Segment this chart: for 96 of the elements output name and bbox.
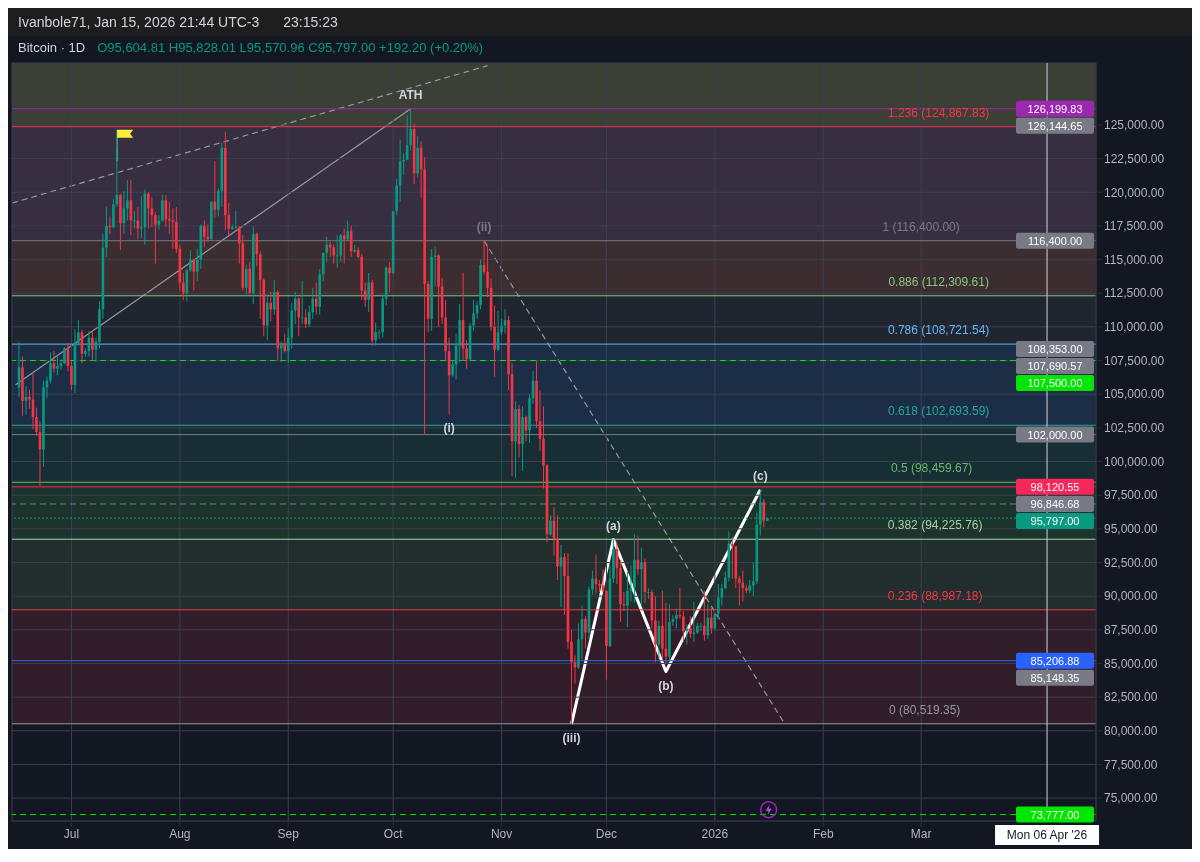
candlestick <box>314 281 318 316</box>
annotation: 0 (80,519.35) <box>888 702 961 717</box>
candlestick <box>244 264 248 296</box>
annotation: 108,353.00 <box>1027 343 1083 356</box>
text: Ivanbole71, Jan 15, 2026 21:44 UTC-3 <box>18 14 260 30</box>
candlestick <box>300 280 304 325</box>
x-tick-label: Dec <box>595 826 618 841</box>
ref-line-label: 73,777.00 <box>1030 808 1080 821</box>
ref-line-label: 107,500.00 <box>1027 377 1083 390</box>
candlestick <box>332 244 335 265</box>
y-tick-label: 115,000.00 <box>1104 252 1164 267</box>
ref-line-label: 102,000.00 <box>1027 428 1083 441</box>
y-tick-label: 97,500.00 <box>1104 488 1158 503</box>
candlestick <box>374 322 377 347</box>
ref-line-label: 95,797.00 <box>1030 514 1080 527</box>
x-tick-label: Sep <box>277 826 300 841</box>
x-tick-label: Aug <box>169 826 191 841</box>
y-tick-label: 120,000.00 <box>1104 185 1165 200</box>
candlestick <box>647 587 650 600</box>
x-tick-label: Oct <box>383 826 404 841</box>
annotation: (c) <box>752 468 768 483</box>
annotation: 85,148.35 <box>1030 671 1080 684</box>
annotation: 0.382 (94,225.76) <box>887 518 983 533</box>
candlestick <box>293 291 297 325</box>
candlestick <box>189 249 192 273</box>
annotation: 0.886 (112,309.61) <box>888 274 989 289</box>
y-tick-label: 122,500.00 <box>1104 151 1165 166</box>
x-tick-label: 2026 <box>701 826 729 841</box>
ref-line-label: Mon 06 Apr '26 <box>1006 828 1088 842</box>
candlestick <box>346 220 349 242</box>
candlestick <box>304 308 308 329</box>
y-tick-label: 77,500.00 <box>1104 757 1158 772</box>
candlestick <box>367 272 370 313</box>
y-tick-label: 102,500.00 <box>1104 421 1165 436</box>
annotation: (ii) <box>476 219 492 234</box>
annotation: ATH <box>398 87 423 102</box>
candlestick <box>269 291 273 322</box>
candlestick <box>584 615 587 650</box>
y-tick-label: 110,000.00 <box>1104 320 1164 335</box>
candlestick <box>279 341 283 363</box>
candlestick <box>203 220 206 248</box>
candlestick <box>56 356 59 376</box>
candlestick <box>640 547 643 607</box>
x-tick-label: Feb <box>812 826 834 841</box>
y-tick-label: 85,000.00 <box>1104 656 1158 671</box>
annotation: 0.786 (108,721.54) <box>887 323 990 338</box>
y-tick-label: 87,500.00 <box>1104 623 1158 638</box>
x-tick-label: Mar <box>910 826 932 841</box>
y-tick-label: 117,500.00 <box>1104 219 1164 234</box>
annotation: 126,144.65 <box>1027 119 1083 132</box>
candlestick <box>147 191 150 230</box>
y-tick-label: 82,500.00 <box>1104 690 1158 705</box>
ref-line-label: 126,199.83 <box>1027 102 1083 115</box>
annotation: 0.5 (98,459.67) <box>890 461 973 476</box>
y-tick-label: 100,000.00 <box>1104 454 1165 469</box>
chart-title: Bitcoin · 1D <box>18 40 86 55</box>
ref-line-label: 85,206.88 <box>1030 654 1080 667</box>
candlestick <box>297 296 301 337</box>
x-tick-label: Nov <box>490 826 513 841</box>
annotation: 1.236 (124,867.83) <box>887 105 990 120</box>
annotation: 1 (116,400.00) <box>882 219 960 234</box>
y-tick-label: 80,000.00 <box>1104 724 1158 739</box>
chart-subtitle: O95,604.81 H95,828.01 L95,570.96 C95,797.00 +192.20 (+0.20%) <box>97 40 484 55</box>
candlestick <box>91 330 94 362</box>
candlestick <box>388 261 391 293</box>
y-tick-label: 75,000.00 <box>1104 791 1158 806</box>
candlestick <box>255 232 259 267</box>
candlestick <box>265 294 269 341</box>
y-tick-label: 95,000.00 <box>1104 522 1158 537</box>
annotation: (i) <box>443 421 455 436</box>
x-tick-label: Jul <box>63 826 80 841</box>
ref-line-label: 96,846.68 <box>1030 497 1080 510</box>
candlestick <box>272 279 276 316</box>
candlestick <box>283 333 287 353</box>
y-tick-label: 105,000.00 <box>1104 387 1165 402</box>
candlestick <box>738 575 741 607</box>
candlestick <box>182 272 185 301</box>
annotation: (b) <box>658 678 674 693</box>
text: 23:15:23 <box>283 14 338 30</box>
annotation: 0.618 (102,693.59) <box>887 404 990 419</box>
candlestick <box>234 210 238 230</box>
ref-line-label: 98,120.55 <box>1030 480 1080 493</box>
y-tick-label: 107,500.00 <box>1104 353 1165 368</box>
candlestick <box>689 615 692 639</box>
annotation: (a) <box>606 518 621 533</box>
candlestick <box>699 622 703 632</box>
ref-line-label: 116,400.00 <box>1027 234 1083 247</box>
annotation: (iii) <box>562 731 581 746</box>
y-tick-label: 90,000.00 <box>1104 589 1158 604</box>
annotation: 107,690.57 <box>1027 360 1083 373</box>
candlestick <box>409 108 412 152</box>
annotation: 0.236 (88,987.18) <box>887 588 983 603</box>
y-tick-label: 125,000.00 <box>1104 118 1165 133</box>
y-tick-label: 92,500.00 <box>1104 555 1158 570</box>
candlestick <box>675 607 678 629</box>
y-tick-label: 112,500.00 <box>1104 286 1164 301</box>
